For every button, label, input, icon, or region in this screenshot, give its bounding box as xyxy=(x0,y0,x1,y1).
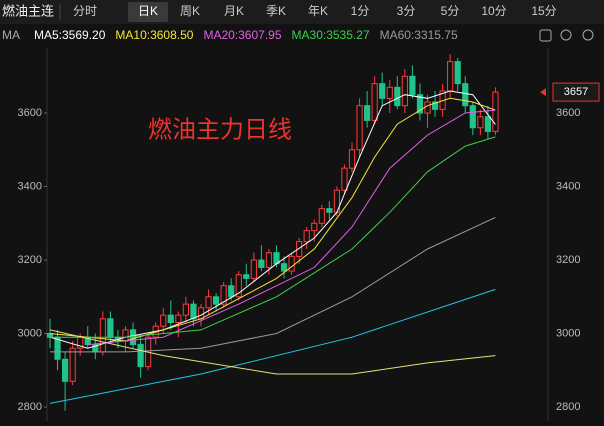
tab[interactable]: 季K xyxy=(266,4,286,18)
candle-body xyxy=(364,105,371,121)
ma-line xyxy=(50,136,496,338)
y-tick-label-right: 3600 xyxy=(556,107,580,119)
candle-body xyxy=(122,329,129,342)
candle-body xyxy=(431,101,439,110)
candle-body xyxy=(250,259,257,279)
candle-body xyxy=(386,86,393,99)
tab-selected xyxy=(128,2,168,22)
last-price: 3657 xyxy=(564,86,588,98)
candle-body xyxy=(243,274,250,279)
candle-body xyxy=(484,116,491,132)
candle-body xyxy=(311,222,318,232)
price-tag xyxy=(552,82,600,102)
candle-body xyxy=(394,86,401,107)
y-tick-label-right: 3400 xyxy=(556,180,580,192)
candle-body xyxy=(69,347,76,382)
tab[interactable]: 3分 xyxy=(397,4,416,18)
symbol[interactable]: 燃油主连 xyxy=(2,3,54,18)
legend-entry: MA20:3607.95 xyxy=(203,28,281,42)
candle-body xyxy=(190,303,197,320)
tab-bar xyxy=(0,0,604,24)
candle-body xyxy=(288,255,295,272)
candle-body xyxy=(213,296,220,305)
price-pointer xyxy=(540,88,546,97)
y-tick-label-right: 2800 xyxy=(556,401,580,413)
legend-entry: MA30:3535.27 xyxy=(292,28,370,42)
ma-line xyxy=(49,97,496,342)
candle-body xyxy=(318,208,325,224)
candle-body xyxy=(99,318,106,353)
legend-entry: MA60:3315.75 xyxy=(380,28,458,42)
annotation: 燃油主力日线 xyxy=(148,116,292,143)
candle-body xyxy=(62,358,69,382)
candle-body xyxy=(447,61,454,92)
candle-body xyxy=(348,149,356,169)
candle-body xyxy=(235,274,242,298)
candle-body xyxy=(160,314,167,327)
ma-line xyxy=(49,288,496,404)
candle-body xyxy=(303,230,310,243)
tab[interactable]: 周K xyxy=(180,4,200,18)
candle-body xyxy=(424,101,431,114)
y-tick-label: 3600 xyxy=(18,107,42,119)
tab[interactable]: 分时 xyxy=(73,4,97,18)
candle-body xyxy=(401,75,408,107)
candle-body xyxy=(477,116,484,129)
candle-body xyxy=(296,241,303,257)
candle-body xyxy=(341,167,348,191)
candle-body xyxy=(228,285,235,298)
y-tick-label-right: 3000 xyxy=(556,327,580,339)
candle-body xyxy=(54,336,61,360)
candle-body xyxy=(220,285,227,305)
candle-body xyxy=(356,105,363,151)
candle-body xyxy=(205,296,212,309)
y-tick-label-right: 3200 xyxy=(556,254,580,266)
candle-body xyxy=(326,208,333,213)
ma-line xyxy=(50,216,496,353)
tab[interactable]: 5分 xyxy=(441,4,460,18)
candle-body xyxy=(137,344,144,368)
candle-body xyxy=(371,83,378,121)
candle-body xyxy=(409,75,416,96)
candle-body xyxy=(129,329,137,346)
y-tick-label: 3200 xyxy=(18,254,42,266)
candle-body xyxy=(469,105,476,129)
candle-body xyxy=(462,83,469,107)
candle-body xyxy=(454,61,461,85)
y-tick-label: 2800 xyxy=(18,401,42,413)
tab[interactable]: 月K xyxy=(224,4,244,18)
candle-body xyxy=(182,303,190,316)
y-tick-label: 3400 xyxy=(18,180,42,192)
tab[interactable]: 年K xyxy=(308,4,328,18)
tab[interactable]: 1分 xyxy=(351,4,370,18)
tab[interactable]: 10分 xyxy=(481,4,506,18)
candle-body xyxy=(258,259,265,268)
candle-body xyxy=(167,314,174,324)
tool-icons[interactable] xyxy=(539,29,594,42)
tab[interactable]: 15分 xyxy=(531,4,556,18)
candle-body xyxy=(492,91,499,132)
tab[interactable]: 日K xyxy=(138,4,158,18)
y-tick-label: 3000 xyxy=(18,327,42,339)
candle-body xyxy=(107,318,114,338)
candle-body xyxy=(280,263,288,272)
candle-body xyxy=(379,83,386,99)
ma-line xyxy=(49,329,496,375)
candle-body xyxy=(197,307,205,320)
candle-body xyxy=(175,314,182,324)
candle-body xyxy=(265,252,273,268)
legend-prefix: MA xyxy=(2,28,20,42)
candle-body xyxy=(416,94,424,114)
ma-line xyxy=(87,109,496,346)
legend-entry: MA10:3608.50 xyxy=(115,28,193,42)
ma-line xyxy=(49,90,496,349)
legend-entry: MA5:3569.20 xyxy=(34,28,106,42)
